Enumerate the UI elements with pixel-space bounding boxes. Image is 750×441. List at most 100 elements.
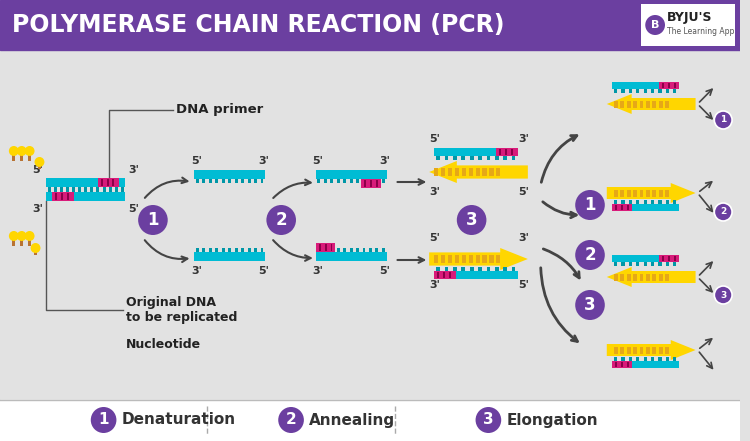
Bar [665,190,669,197]
Circle shape [9,231,19,241]
Text: 3': 3' [430,187,440,197]
Circle shape [9,146,19,156]
Text: 3': 3' [128,165,140,175]
Bar [254,248,257,252]
Circle shape [25,146,34,156]
Text: 5': 5' [430,233,440,243]
Text: 5': 5' [258,266,268,276]
Text: 3': 3' [518,233,530,243]
Text: 2: 2 [275,211,287,229]
Bar [658,89,662,93]
Bar [646,347,650,354]
Bar [627,205,629,210]
Polygon shape [607,340,695,360]
Bar [194,170,266,179]
Bar [646,190,650,197]
Bar [434,148,518,156]
Text: Original DNA
to be replicated: Original DNA to be replicated [126,296,238,324]
Bar [627,347,631,354]
Text: The Learning App: The Learning App [667,27,734,37]
Bar [317,248,320,252]
Bar [453,267,457,271]
Text: 3': 3' [430,280,440,290]
Bar [91,187,94,192]
Bar [644,200,647,204]
Bar [46,178,125,187]
Text: 3: 3 [466,211,478,229]
Bar [443,272,445,278]
Bar [324,248,327,252]
Bar [115,187,118,192]
Circle shape [457,205,487,235]
Bar [614,190,618,197]
Text: 3: 3 [483,412,494,427]
Bar [665,347,669,354]
Bar [228,248,231,252]
Bar [441,168,446,176]
Text: Nucleotide: Nucleotide [126,339,202,351]
Bar [651,89,654,93]
Bar [436,156,440,160]
Bar [445,156,448,160]
Text: 1: 1 [98,412,109,427]
Text: B: B [651,20,659,30]
Text: 2: 2 [286,412,296,427]
Bar [369,248,372,252]
Bar [496,148,518,156]
Bar [228,179,231,183]
Bar [330,179,333,183]
Bar [215,248,218,252]
Polygon shape [607,267,695,287]
Polygon shape [429,161,528,183]
Bar [512,156,515,160]
Bar [462,168,466,176]
Bar [28,238,31,246]
Bar [495,267,499,271]
Bar [658,357,662,361]
Bar [235,248,238,252]
Bar [651,357,654,361]
Bar [633,190,637,197]
Bar [209,248,212,252]
Bar [361,179,381,188]
Bar [512,267,515,271]
Bar [674,89,676,93]
Bar [112,179,115,186]
Text: 3: 3 [584,296,596,314]
Bar [382,179,385,183]
Bar [478,156,482,160]
Bar [612,82,679,89]
Bar [350,179,352,183]
Bar [337,248,340,252]
Bar [644,89,647,93]
Circle shape [16,231,27,241]
Bar [503,267,507,271]
Circle shape [16,146,27,156]
Bar [620,190,624,197]
Bar [640,347,644,354]
Bar [46,192,125,201]
Bar [469,168,472,176]
Bar [109,187,112,192]
Bar [627,274,631,281]
Bar [489,168,494,176]
Circle shape [714,286,732,304]
Bar [652,190,656,197]
Text: 5': 5' [312,156,323,166]
Bar [376,180,378,187]
Text: 1: 1 [584,196,596,214]
Bar [12,238,15,246]
Bar [612,204,632,211]
Bar [370,180,372,187]
Bar [202,179,206,183]
Bar [496,168,500,176]
Bar [121,187,124,192]
Bar [98,178,119,187]
Bar [330,248,333,252]
Bar [628,262,632,266]
Bar [628,200,632,204]
Bar [652,347,656,354]
Bar [665,101,669,108]
Text: 3': 3' [191,266,202,276]
Bar [651,262,654,266]
